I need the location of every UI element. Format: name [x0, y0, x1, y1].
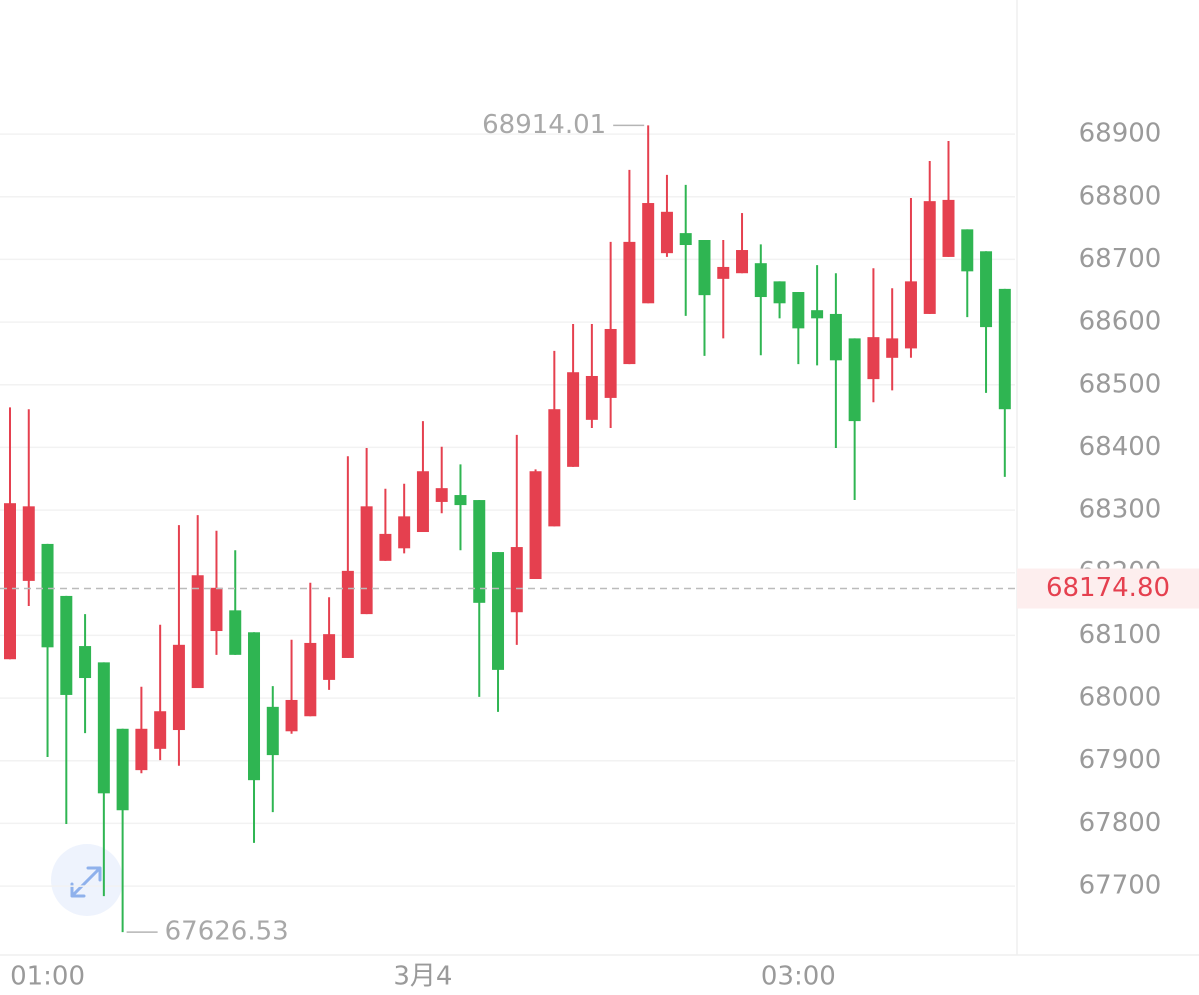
x-tick-label: 03:00 [761, 962, 836, 992]
candle-body [961, 229, 974, 272]
y-tick-label: 68700 [1079, 244, 1162, 274]
candle-body [416, 471, 429, 533]
candle-body [754, 263, 767, 298]
candle-body [980, 251, 993, 328]
candle-body [867, 337, 880, 380]
current-price-box [1017, 568, 1199, 609]
candle-body [304, 642, 317, 717]
candle-body [492, 552, 505, 670]
candle-body [923, 201, 936, 314]
low-annotation: 67626.53 [165, 917, 289, 947]
y-tick-label: 67900 [1079, 745, 1162, 775]
candle-body [79, 646, 92, 679]
candle-body [567, 372, 580, 467]
candle-body [679, 233, 692, 246]
x-tick-label: 01:00 [10, 962, 85, 992]
x-tick-label: 3月4 [393, 962, 452, 992]
candle-body [811, 310, 824, 319]
candle-body [717, 266, 730, 279]
candle-body [736, 250, 749, 274]
candle-body [172, 644, 185, 731]
y-tick-label: 67800 [1079, 808, 1162, 838]
candle-body [97, 662, 110, 794]
candle-body [154, 711, 167, 749]
y-tick-label: 68100 [1079, 620, 1162, 650]
candle-body [210, 587, 223, 632]
candle-body [642, 203, 655, 304]
zoom-button[interactable] [51, 844, 123, 916]
candle-body [266, 706, 279, 756]
candle-body [829, 313, 842, 361]
high-annotation: 68914.01 [482, 110, 606, 140]
y-tick-label: 67700 [1079, 871, 1162, 901]
current-price-label: 68174.80 [1046, 573, 1170, 603]
candle-body [604, 328, 617, 398]
candle-body [360, 506, 373, 615]
candle-body [323, 634, 336, 680]
candle-body [398, 516, 411, 549]
y-tick-label: 68300 [1079, 495, 1162, 525]
candle-body [229, 610, 242, 655]
candle-body [473, 500, 486, 603]
plot: 6770067800679006800068100682006830068400… [0, 110, 1199, 992]
candle-body [379, 533, 392, 561]
y-tick-label: 68000 [1079, 683, 1162, 713]
candle-body [998, 288, 1011, 410]
candle-body [454, 495, 467, 506]
candle-body [548, 409, 561, 527]
candle-body [942, 199, 955, 257]
zoom-icon [70, 866, 102, 898]
y-tick-label: 68400 [1079, 432, 1162, 462]
candle-body [248, 632, 261, 781]
candle-body [22, 506, 35, 581]
candle-body [529, 471, 542, 580]
candle-body [60, 595, 73, 695]
y-tick-label: 68900 [1079, 119, 1162, 149]
candle-body [660, 211, 673, 254]
candle-body [116, 728, 129, 811]
candle-body [41, 543, 54, 648]
candle-body [191, 575, 204, 689]
candle-body [904, 281, 917, 349]
candle-body [773, 281, 786, 304]
candle-body [698, 240, 711, 296]
candle-body [585, 375, 598, 420]
candle-body [135, 728, 148, 771]
candle-body [886, 338, 899, 358]
y-tick-label: 68800 [1079, 181, 1162, 211]
candle-body [510, 547, 523, 613]
candle-body [341, 570, 354, 658]
y-tick-label: 68500 [1079, 369, 1162, 399]
candle-body [435, 488, 448, 502]
candle-body [792, 292, 805, 329]
candle-body [623, 241, 636, 365]
candle-body [4, 503, 16, 660]
candle-body [848, 338, 861, 422]
candle-body [285, 699, 298, 732]
y-tick-label: 68600 [1079, 307, 1162, 337]
